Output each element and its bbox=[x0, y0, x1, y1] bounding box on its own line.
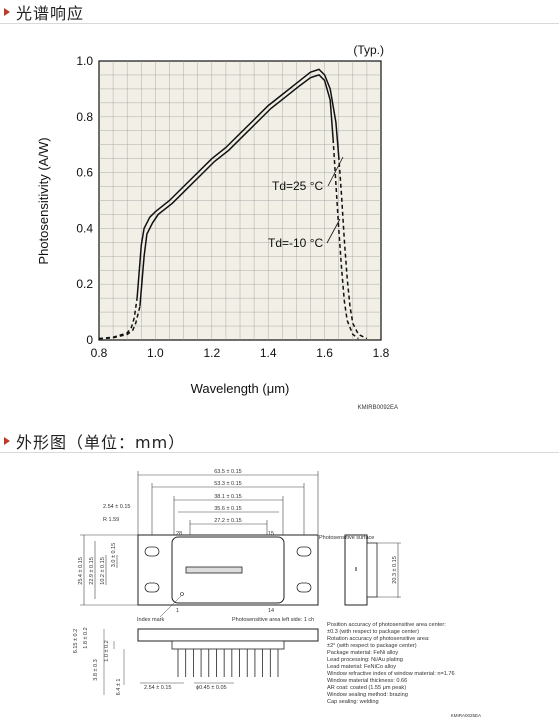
dim-1-0: 1.0 ± 0.2 bbox=[104, 640, 110, 661]
y-tick-label: 0 bbox=[86, 333, 93, 347]
x-tick-label: 1.0 bbox=[147, 346, 164, 360]
photosensitive-area bbox=[185, 566, 243, 574]
mounting-slot bbox=[144, 582, 160, 593]
index-mark-label: Index mark bbox=[137, 617, 164, 623]
photosensitive-caption: Photosensitive area left side: 1 ch bbox=[232, 617, 314, 623]
x-axis-title: Wavelength (μm) bbox=[191, 381, 290, 396]
label-leader-25c bbox=[327, 156, 344, 187]
x-tick-label: 1.6 bbox=[316, 346, 333, 360]
note-line: ±2° (with respect to package center) bbox=[327, 643, 417, 649]
y-axis-title: Photosensitivity (A/W) bbox=[36, 137, 51, 264]
note-line: Package material: FeNi alloy bbox=[327, 650, 398, 656]
dim-53-3: 53.3 ± 0.15 bbox=[214, 481, 241, 487]
dim-1-8: 1.8 ± 0.2 bbox=[83, 627, 89, 648]
side-view-cap bbox=[366, 542, 378, 598]
dim-3-8: 3.8 ± 0.3 bbox=[93, 659, 99, 680]
note-line: Lead processing: Ni/Au plating bbox=[327, 657, 403, 663]
series-line-0 bbox=[136, 68, 340, 299]
note-line: Lead material: FeNiCo alloy bbox=[327, 664, 396, 670]
series-dashed-start-1 bbox=[98, 306, 141, 340]
x-tick-label: 1.4 bbox=[260, 346, 277, 360]
dim-10-2: 10.2 ± 0.15 bbox=[100, 557, 106, 584]
series-lines bbox=[98, 68, 368, 340]
note-line: Rotation accuracy of photosensitive area… bbox=[327, 636, 430, 642]
dim-25-4: 25.4 ± 0.15 bbox=[78, 557, 84, 584]
y-tick-label: 0.8 bbox=[76, 110, 93, 124]
note-line: ±0.3 (with respect to package center) bbox=[327, 629, 419, 635]
dim-38-1: 38.1 ± 0.15 bbox=[214, 494, 241, 500]
section-title-spectral: 光谱响应 bbox=[16, 3, 85, 23]
pin-28-label: 28 bbox=[176, 531, 182, 537]
note-line: AR coat: coated (1.55 μm peak) bbox=[327, 685, 406, 691]
dim-22-9: 22.9 ± 0.15 bbox=[89, 557, 95, 584]
section-title-outline: 外形图（单位：mm） bbox=[16, 432, 186, 452]
series-line-1 bbox=[139, 74, 334, 307]
note-line: Cap sealing: welding bbox=[327, 699, 379, 705]
drawing-code: KMIRA0025EA bbox=[451, 713, 481, 718]
dim-lead-diameter: ϕ0.45 ± 0.05 bbox=[196, 685, 227, 691]
front-view-body bbox=[137, 628, 319, 642]
chart-grid bbox=[99, 61, 381, 340]
dim-2-54-bottom: 2.54 ± 0.15 bbox=[144, 685, 171, 691]
series-label-minus10c: Td=-10 °C bbox=[268, 236, 323, 250]
mounting-slot bbox=[296, 546, 312, 557]
dim-2-54-top: 2.54 ± 0.15 bbox=[103, 504, 130, 510]
spectral-response-chart: 0.8 1.0 1.2 1.4 1.6 1.8 0 0.2 0.4 0.6 0.8 1.0 (Typ… bbox=[36, 43, 398, 411]
pin-14-label: 14 bbox=[268, 608, 274, 614]
photosensitive-surface-label: Photosensitive surface bbox=[319, 535, 374, 541]
note-line: Position accuracy of photosensitive area… bbox=[327, 622, 446, 628]
note-line: Window material thickness: 0.66 bbox=[327, 678, 407, 684]
section-arrow-icon bbox=[4, 436, 10, 445]
typ-label: (Typ.) bbox=[353, 43, 384, 57]
dim-20-3: 20.3 ± 0.15 bbox=[392, 556, 398, 583]
dim-6-15: 6.15 ± 0.2 bbox=[73, 629, 79, 653]
x-tick-labels: 0.8 1.0 1.2 1.4 1.6 1.8 bbox=[91, 346, 390, 360]
series-dashed-tail-1 bbox=[332, 139, 359, 340]
x-tick-label: 0.8 bbox=[91, 346, 108, 360]
y-tick-label: 1.0 bbox=[76, 54, 93, 68]
index-mark-dot bbox=[180, 592, 184, 596]
outline-header: 外形图（单位：mm） bbox=[0, 429, 559, 453]
label-leader-minus10c bbox=[326, 218, 341, 244]
pin-1-label: 1 bbox=[176, 608, 179, 614]
series-label-25c: Td=25 °C bbox=[272, 179, 323, 193]
x-tick-label: 1.2 bbox=[203, 346, 220, 360]
dim-27-2: 27.2 ± 0.15 bbox=[214, 518, 241, 524]
front-view-leads bbox=[177, 649, 279, 677]
y-tick-label: 0.4 bbox=[76, 221, 93, 235]
y-tick-label: 0.2 bbox=[76, 277, 93, 291]
dim-radius: R 1.59 bbox=[103, 517, 119, 523]
series-dashed-start-0 bbox=[98, 297, 138, 340]
x-tick-label: 1.8 bbox=[373, 346, 390, 360]
index-mark-leader bbox=[159, 595, 182, 618]
note-line: Window sealing method: brazing bbox=[327, 692, 408, 698]
pin-15-label: 15 bbox=[268, 531, 274, 537]
mounting-slot bbox=[296, 582, 312, 593]
spectral-response-header: 光谱响应 bbox=[0, 0, 559, 24]
front-view-cap bbox=[171, 640, 285, 650]
spec-notes: Position accuracy of photosensitive area… bbox=[327, 622, 455, 705]
section-arrow-icon bbox=[4, 7, 10, 16]
mounting-slot bbox=[144, 546, 160, 557]
figure-code: KMIRB0092EA bbox=[358, 405, 398, 411]
note-line: Window refractive index of window materi… bbox=[327, 671, 455, 677]
outline-drawing: 63.5 ± 0.15 53.3 ± 0.15 38.1 ± 0.15 35.6… bbox=[73, 469, 481, 718]
dim-63-5: 63.5 ± 0.15 bbox=[214, 469, 241, 475]
dim-3-0: 3.0 ± 0.15 bbox=[111, 543, 117, 567]
series-dashed-tail-0 bbox=[337, 155, 368, 340]
y-tick-labels: 0 0.2 0.4 0.6 0.8 1.0 bbox=[76, 54, 93, 347]
dim-35-6: 35.6 ± 0.15 bbox=[214, 506, 241, 512]
dim-6-4: 6.4 ± 1 bbox=[116, 679, 122, 696]
y-tick-label: 0.6 bbox=[76, 166, 93, 180]
